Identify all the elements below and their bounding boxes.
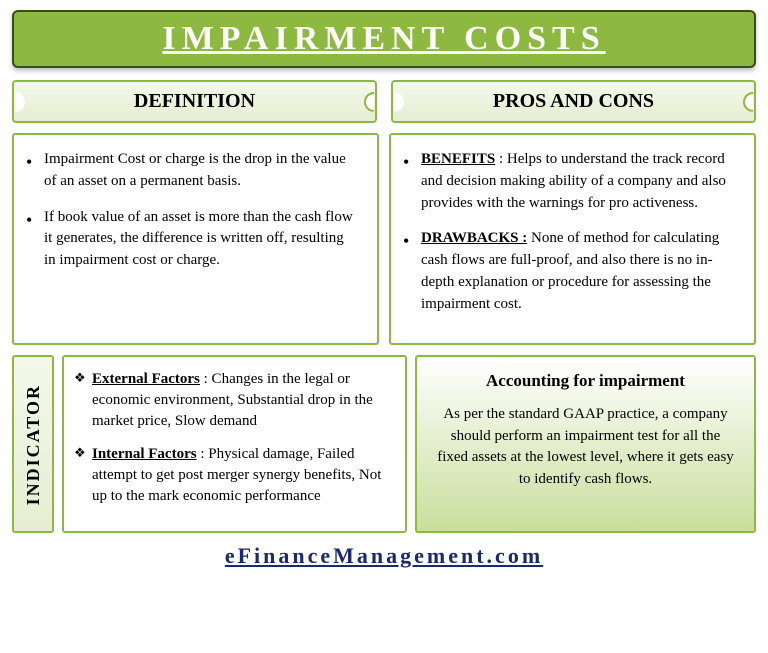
internal-factors-label: Internal Factors xyxy=(92,446,197,462)
external-factors-item: External Factors : Changes in the legal … xyxy=(92,369,389,432)
accounting-box: Accounting for impairment As per the sta… xyxy=(415,355,756,533)
bottom-row: INDICATOR External Factors : Changes in … xyxy=(12,355,756,533)
definition-item: If book value of an asset is more than t… xyxy=(40,207,359,272)
proscons-header: PROS AND CONS xyxy=(391,80,756,123)
definition-header: DEFINITION xyxy=(12,80,377,123)
indicator-label: INDICATOR xyxy=(23,384,44,505)
footer-link[interactable]: eFinanceManagement.com xyxy=(12,543,756,569)
definition-item: Impairment Cost or charge is the drop in… xyxy=(40,149,359,193)
proscons-box: BENEFITS : Helps to understand the track… xyxy=(389,133,756,345)
section-headers-row: DEFINITION PROS AND CONS xyxy=(12,80,756,123)
drawbacks-item: DRAWBACKS : None of method for calculati… xyxy=(417,228,736,315)
accounting-heading: Accounting for impairment xyxy=(437,369,734,394)
content-row: Impairment Cost or charge is the drop in… xyxy=(12,133,756,345)
definition-box: Impairment Cost or charge is the drop in… xyxy=(12,133,379,345)
benefits-label: BENEFITS xyxy=(421,151,495,167)
accounting-text: As per the standard GAAP practice, a com… xyxy=(437,404,734,491)
benefits-item: BENEFITS : Helps to understand the track… xyxy=(417,149,736,214)
main-title: IMPAIRMENT COSTS xyxy=(12,10,756,68)
external-factors-label: External Factors xyxy=(92,371,200,387)
indicator-box: External Factors : Changes in the legal … xyxy=(62,355,407,533)
drawbacks-label: DRAWBACKS : xyxy=(421,230,527,246)
indicator-label-box: INDICATOR xyxy=(12,355,54,533)
internal-factors-item: Internal Factors : Physical damage, Fail… xyxy=(92,444,389,507)
